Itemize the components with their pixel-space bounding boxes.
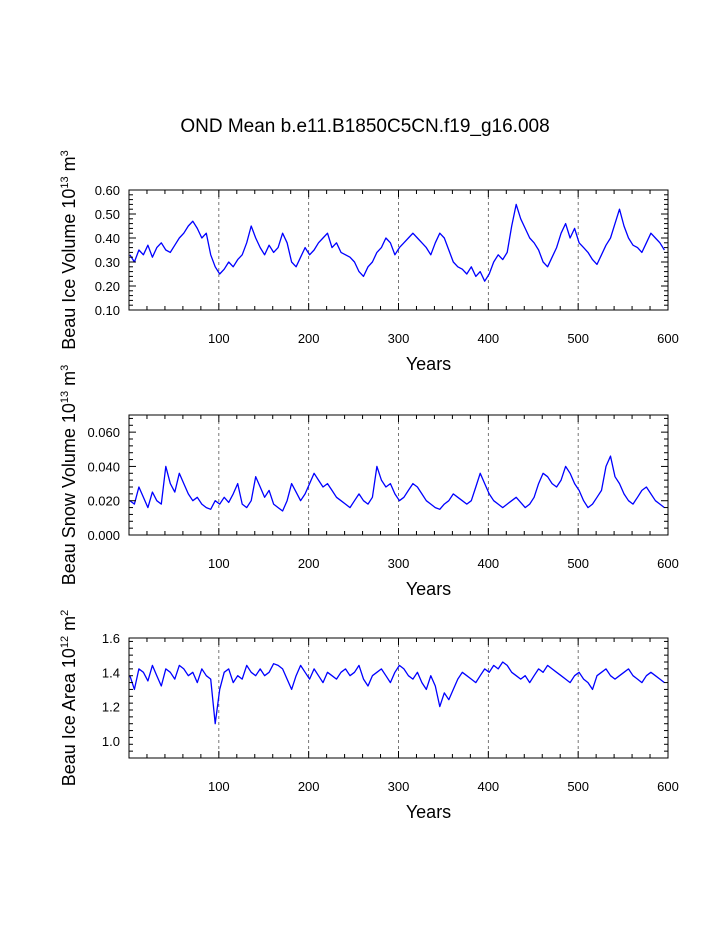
x-tick-label: 300	[388, 556, 410, 571]
y-tick-label: 0.60	[95, 183, 120, 198]
y-axis-label-part: Beau Snow Volume 10	[59, 403, 79, 585]
y-tick-label: 0.30	[95, 255, 120, 270]
x-tick-label: 400	[477, 556, 499, 571]
y-axis-label: Beau Snow Volume 1013 m3	[59, 365, 79, 586]
x-tick-label: 100	[208, 779, 230, 794]
y-tick-label: 0.20	[95, 279, 120, 294]
chart-panel-ice-volume: 100 200 300 400 500 600 0.10 0.20 0.30 0.40 0.50 0.…	[59, 150, 679, 374]
series-line	[129, 203, 665, 282]
x-tick-label: 500	[567, 331, 589, 346]
figure-title: OND Mean b.e11.B1850C5CN.f19_g16.008	[180, 116, 549, 137]
x-axis-label: Years	[406, 354, 451, 374]
y-axis-label-part: Beau Ice Area 10	[59, 648, 79, 786]
x-tick-label: 200	[298, 556, 320, 571]
y-axis-label-superscript: 3	[59, 365, 71, 371]
x-tick-label: 100	[208, 331, 230, 346]
y-tick-label: 1.6	[102, 631, 120, 646]
y-tick-label: 1.2	[102, 700, 120, 715]
y-axis-label-superscript: 2	[59, 610, 71, 616]
y-tick-label: 0.10	[95, 303, 120, 318]
y-tick-label: 0.40	[95, 231, 120, 246]
y-tick-label: 1.4	[102, 665, 120, 680]
y-tick-label: 0.000	[87, 528, 120, 543]
x-tick-label: 600	[657, 556, 679, 571]
x-tick-label: 300	[388, 779, 410, 794]
y-axis-label: Beau Ice Volume 1013 m3	[59, 150, 79, 350]
x-axis-label: Years	[406, 802, 451, 822]
y-axis-label-part: m	[59, 371, 79, 391]
chart-panel-snow-volume: 100 200 300 400 500 600 0.000 0.020 0.040 0.060 Ye…	[59, 365, 679, 599]
x-tick-label: 500	[567, 556, 589, 571]
x-tick-label: 600	[657, 331, 679, 346]
x-axis-label: Years	[406, 579, 451, 599]
y-axis-label-part: Beau Ice Volume 10	[59, 189, 79, 350]
x-tick-label: 500	[567, 779, 589, 794]
y-axis-label-superscript: 12	[59, 636, 71, 648]
x-tick-label: 200	[298, 331, 320, 346]
x-tick-label: 100	[208, 556, 230, 571]
y-axis-label-superscript: 3	[59, 150, 71, 156]
y-axis-label-part: m	[59, 156, 79, 176]
chart-panel-ice-area: 100 200 300 400 500 600 1.0 1.2 1.4 1.6 Years Beau …	[59, 610, 679, 822]
panels: 100 200 300 400 500 600 0.10 0.20 0.30 0.40 0.50 0.…	[59, 150, 679, 822]
y-axis-label-superscript: 13	[59, 176, 71, 188]
x-tick-label: 600	[657, 779, 679, 794]
y-tick-label: 0.060	[87, 425, 120, 440]
series-line	[129, 455, 665, 512]
x-tick-label: 400	[477, 331, 499, 346]
series-line	[129, 661, 665, 725]
y-axis-label: Beau Ice Area 1012 m2	[59, 610, 79, 786]
y-axis-label-part: m	[59, 616, 79, 636]
y-tick-label: 0.040	[87, 459, 120, 474]
y-tick-label: 0.020	[87, 494, 120, 509]
x-tick-label: 200	[298, 779, 320, 794]
y-tick-label: 1.0	[102, 734, 120, 749]
x-tick-label: 300	[388, 331, 410, 346]
x-tick-label: 400	[477, 779, 499, 794]
y-axis-label-superscript: 13	[59, 391, 71, 403]
y-tick-label: 0.50	[95, 207, 120, 222]
